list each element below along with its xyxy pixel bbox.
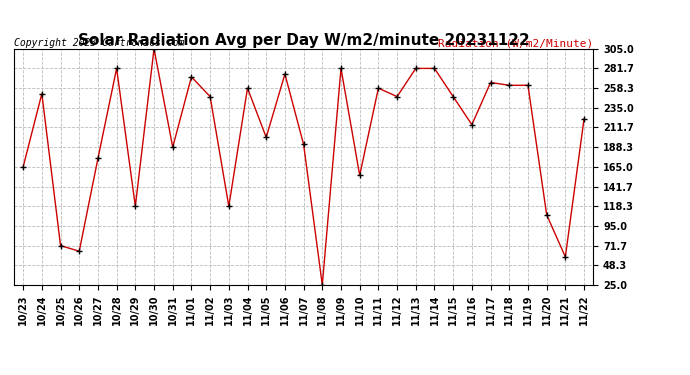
- Text: Copyright 2023 Cartronics.com: Copyright 2023 Cartronics.com: [14, 38, 184, 48]
- Title: Solar Radiation Avg per Day W/m2/minute 20231122: Solar Radiation Avg per Day W/m2/minute …: [78, 33, 529, 48]
- Text: Radiation (W/m2/Minute): Radiation (W/m2/Minute): [438, 38, 593, 48]
